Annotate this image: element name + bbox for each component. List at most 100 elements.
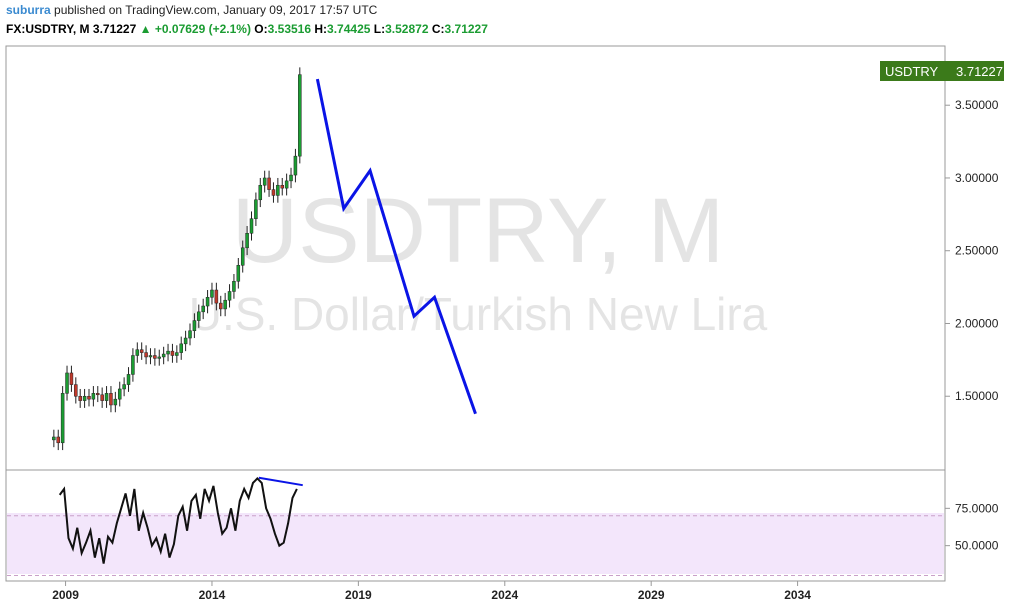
y-tick-label: 3.00000: [955, 171, 999, 185]
up-arrow-icon: ▲: [139, 22, 152, 36]
x-tick-label: 2019: [345, 588, 372, 602]
y-tick-label: 2.50000: [955, 244, 999, 258]
osc-tick-label: 75.0000: [955, 501, 999, 515]
candle-body: [280, 184, 284, 189]
publish-text: published on TradingView.com, January 09…: [54, 3, 378, 17]
candle-body: [262, 177, 267, 186]
candle-body: [271, 189, 276, 196]
x-tick-label: 2034: [784, 588, 811, 602]
candle-body: [52, 436, 56, 441]
candle-body: [104, 393, 109, 401]
y-tick-label: 2.00000: [955, 316, 999, 330]
watermark-symbol: USDTRY, M: [232, 180, 724, 282]
candle-body: [157, 356, 162, 359]
watermark-description: U.S. Dollar/Turkish New Lira: [189, 288, 768, 340]
oscillator-line: [58, 477, 298, 564]
candle-body: [74, 384, 78, 397]
y-tick-label: 1.50000: [955, 389, 999, 403]
candle-body: [236, 265, 241, 282]
candle-body: [153, 355, 157, 359]
candle-body: [60, 393, 65, 444]
projection-group: [315, 78, 477, 415]
candle-body: [82, 395, 87, 401]
price-tag-value-box: [946, 61, 1004, 81]
low-value: 3.52872: [385, 22, 429, 36]
candle-body: [254, 199, 258, 219]
low-label: L:: [373, 22, 386, 36]
candle-body: [117, 388, 122, 400]
candle-body: [298, 74, 302, 157]
author-link[interactable]: suburra: [6, 3, 51, 17]
candle-body: [245, 233, 249, 249]
candle-body: [188, 330, 192, 339]
candle-body: [91, 393, 96, 400]
candle-body: [179, 343, 183, 353]
oscillator-band: [7, 513, 944, 574]
candle-body: [183, 337, 188, 345]
candle-body: [219, 302, 223, 310]
candle-body: [135, 349, 140, 356]
candle-body: [210, 289, 214, 298]
candle-body: [56, 436, 60, 444]
close-label: C:: [431, 22, 445, 36]
price-change: +0.07629 (+2.1%): [154, 22, 251, 36]
candle-body: [227, 291, 232, 301]
candle-body: [197, 311, 201, 321]
candle-body: [267, 177, 271, 190]
close-value: 3.71227: [444, 22, 488, 36]
last-price: 3.71227: [92, 22, 137, 36]
osc-tick-label: 50.0000: [955, 539, 999, 553]
candle-body: [249, 218, 254, 234]
publish-info: suburra published on TradingView.com, Ja…: [6, 3, 377, 17]
symbol-name: FX:USDTRY, M: [6, 22, 90, 36]
price-tag-value: 3.71227: [956, 64, 1003, 79]
y-axis-ticks: 3.50000 3.00000 2.50000 2.00000 1.50000 75.00…: [945, 98, 999, 553]
candle-body: [201, 305, 205, 313]
candle-body: [65, 372, 69, 394]
candles-group: [52, 67, 302, 451]
candle-body: [293, 155, 298, 176]
price-tag-symbol: USDTRY: [885, 64, 939, 79]
price-tag: [880, 61, 946, 81]
projection-line: [315, 78, 477, 415]
high-value: 3.74425: [327, 22, 371, 36]
candle-body: [144, 352, 148, 358]
candle-body: [289, 174, 293, 182]
candle-body: [284, 180, 289, 189]
oscillator-trendline: [258, 476, 303, 487]
candle-body: [166, 350, 170, 355]
candle-body: [100, 394, 104, 401]
candle-body: [113, 398, 118, 406]
candle-body: [170, 350, 175, 356]
candle-body: [214, 289, 219, 304]
candle-body: [78, 395, 82, 401]
candle-body: [139, 349, 144, 353]
x-tick-label: 2024: [491, 588, 518, 602]
oscillator-group: [58, 476, 303, 564]
candle-body: [175, 352, 179, 356]
candle-body: [126, 374, 131, 385]
high-label: H:: [314, 22, 328, 36]
candle-body: [131, 355, 135, 375]
open-label: O:: [254, 22, 268, 36]
y-tick-label: 3.50000: [955, 98, 999, 112]
candle-body: [109, 393, 113, 406]
candle-body: [122, 384, 126, 390]
candle-body: [192, 320, 197, 332]
x-axis-ticks: 2009 2014 2019 2024 2029 2034: [52, 581, 811, 602]
candle-body: [161, 353, 166, 358]
open-value: 3.53516: [267, 22, 312, 36]
candle-body: [148, 355, 153, 358]
x-tick-label: 2014: [199, 588, 226, 602]
candle-body: [205, 297, 210, 307]
candle-body: [240, 247, 245, 266]
symbol-info: FX:USDTRY, M 3.71227 ▲ +0.07629 (+2.1%) …: [6, 22, 488, 36]
candle-body: [276, 184, 280, 196]
x-tick-label: 2009: [52, 588, 79, 602]
candle-body: [223, 299, 227, 310]
candle-body: [69, 372, 74, 385]
candle-body: [232, 281, 236, 292]
candle-body: [258, 184, 263, 201]
candle-body: [87, 395, 91, 400]
